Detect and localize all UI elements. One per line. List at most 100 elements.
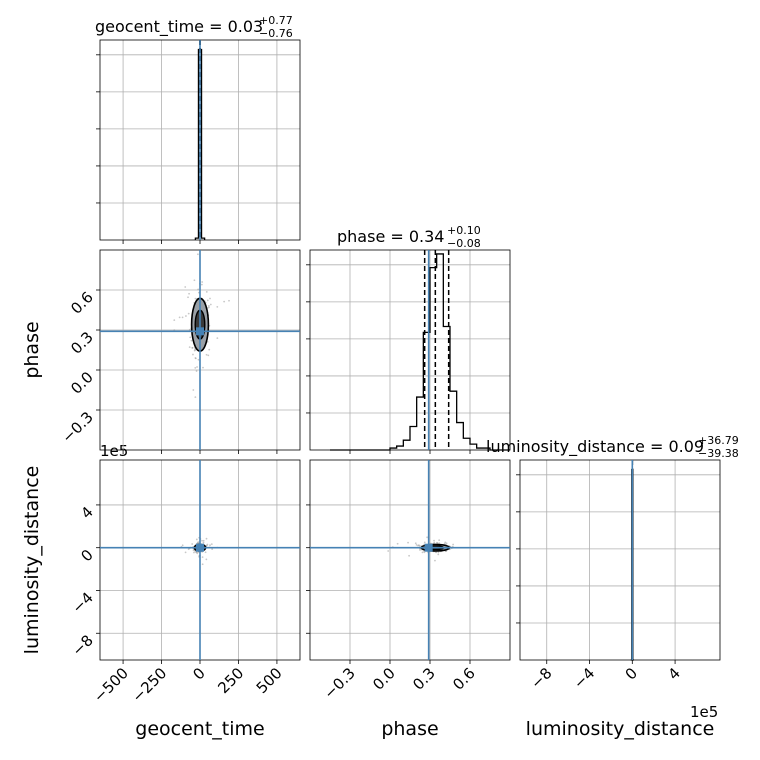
x-tick-label-geocent-time: −250 bbox=[129, 664, 171, 706]
sample-point bbox=[228, 299, 230, 302]
sample-point bbox=[415, 543, 418, 546]
sample-point bbox=[193, 279, 196, 282]
x-tick-label-phase: 0.0 bbox=[369, 664, 399, 694]
sample-point bbox=[191, 346, 194, 349]
sample-point bbox=[209, 297, 211, 300]
sample-point bbox=[437, 553, 440, 556]
sample-point bbox=[188, 292, 190, 295]
title-luminosity-distance-plus: +36.79 bbox=[698, 434, 739, 447]
x-tick-label-luminosity-distance: 0 bbox=[622, 664, 641, 683]
sample-point bbox=[202, 541, 205, 544]
x-tick-label-luminosity-distance: −8 bbox=[527, 664, 555, 692]
sample-point bbox=[197, 288, 200, 291]
sample-point bbox=[194, 366, 197, 369]
sample-point bbox=[205, 537, 208, 540]
title-luminosity-distance-minus: −39.38 bbox=[698, 447, 739, 460]
title-geocent-time-plus: +0.77 bbox=[259, 14, 293, 27]
sample-point bbox=[189, 336, 192, 339]
sample-point bbox=[187, 296, 189, 299]
sample-point bbox=[184, 551, 187, 554]
sample-point bbox=[207, 354, 210, 357]
sample-point bbox=[423, 541, 426, 544]
y-tick-label-phase: 0.6 bbox=[67, 288, 97, 318]
sample-point bbox=[202, 539, 205, 542]
density-phase-vs-luminosity-distance bbox=[310, 460, 510, 660]
sample-point bbox=[193, 349, 196, 352]
sample-point bbox=[204, 551, 207, 554]
sample-point bbox=[206, 543, 209, 546]
sample-point bbox=[194, 297, 197, 300]
title-phase-minus: −0.08 bbox=[447, 237, 481, 250]
ylabel-phase: phase bbox=[21, 321, 43, 378]
x-tick-label-phase: 0.3 bbox=[409, 664, 439, 694]
sample-point bbox=[438, 539, 441, 542]
sample-point bbox=[206, 299, 209, 302]
x-tick-label-luminosity-distance: −4 bbox=[570, 664, 598, 692]
sample-point bbox=[208, 348, 211, 351]
offset-text-y-luminosity-distance: 1e5 bbox=[100, 442, 128, 460]
sample-point bbox=[407, 541, 409, 544]
sample-point bbox=[426, 536, 429, 539]
truth-marker bbox=[424, 543, 433, 552]
y-tick-label-phase: 0.0 bbox=[67, 368, 97, 398]
sample-point bbox=[201, 281, 204, 283]
x-tick-label-geocent-time: 250 bbox=[214, 664, 247, 697]
sample-point bbox=[437, 551, 440, 554]
sample-point bbox=[205, 558, 208, 561]
sample-point bbox=[201, 556, 204, 559]
x-tick-label-geocent-time: 0 bbox=[189, 664, 208, 683]
y-tick-label-luminosity-distance: 0 bbox=[77, 546, 96, 565]
sample-point bbox=[194, 396, 197, 399]
sample-point bbox=[178, 316, 181, 319]
sample-point bbox=[452, 543, 455, 546]
sample-point bbox=[192, 389, 195, 391]
y-tick-label-phase: 0.3 bbox=[67, 328, 97, 358]
histogram-phase bbox=[330, 253, 510, 451]
sample-point bbox=[190, 339, 193, 342]
title-luminosity-distance: luminosity_distance = 0.09 bbox=[486, 437, 704, 457]
density-geocent-time-vs-phase bbox=[100, 250, 300, 450]
sample-point bbox=[201, 563, 204, 566]
sample-point bbox=[209, 544, 211, 547]
sample-point bbox=[423, 551, 426, 554]
sample-point bbox=[191, 543, 194, 545]
sample-point bbox=[205, 290, 208, 293]
x-tick-label-geocent-time: −500 bbox=[90, 664, 132, 706]
sample-point bbox=[197, 358, 200, 361]
sample-point bbox=[211, 548, 214, 551]
sample-point bbox=[187, 312, 190, 315]
sample-point bbox=[435, 551, 437, 554]
sample-point bbox=[201, 539, 203, 542]
density-geocent-time-vs-luminosity-distance bbox=[100, 460, 300, 660]
sample-point bbox=[414, 542, 417, 545]
sample-point bbox=[200, 283, 203, 286]
sample-point bbox=[195, 551, 198, 554]
panel-frame bbox=[519, 459, 721, 661]
sample-point bbox=[205, 353, 208, 356]
title-phase: phase = 0.34 bbox=[337, 227, 444, 246]
sample-point bbox=[184, 286, 187, 288]
xlabel-geocent-time: geocent_time bbox=[135, 718, 264, 740]
y-tick-label-luminosity-distance: 4 bbox=[77, 503, 96, 522]
sample-point bbox=[216, 337, 219, 340]
sample-point bbox=[195, 538, 198, 541]
title-geocent-time: geocent_time = 0.03 bbox=[95, 17, 263, 37]
y-tick-label-luminosity-distance: −8 bbox=[68, 631, 96, 659]
sample-point bbox=[434, 559, 436, 562]
sample-point bbox=[202, 366, 204, 369]
panel-frame bbox=[309, 249, 511, 451]
sample-point bbox=[207, 304, 210, 307]
x-tick-label-geocent-time: 500 bbox=[253, 664, 286, 697]
x-tick-label-phase: 0.6 bbox=[449, 664, 479, 694]
sample-point bbox=[192, 353, 194, 356]
xlabel-luminosity-distance: luminosity_distance bbox=[526, 718, 715, 740]
sample-point bbox=[193, 551, 195, 554]
sample-point bbox=[216, 306, 219, 308]
sample-point bbox=[185, 315, 187, 317]
sample-point bbox=[445, 542, 448, 545]
panel-frame bbox=[309, 459, 511, 661]
x-tick-label-phase: −0.3 bbox=[320, 664, 358, 702]
sample-point bbox=[223, 300, 226, 303]
sample-point bbox=[181, 316, 184, 319]
